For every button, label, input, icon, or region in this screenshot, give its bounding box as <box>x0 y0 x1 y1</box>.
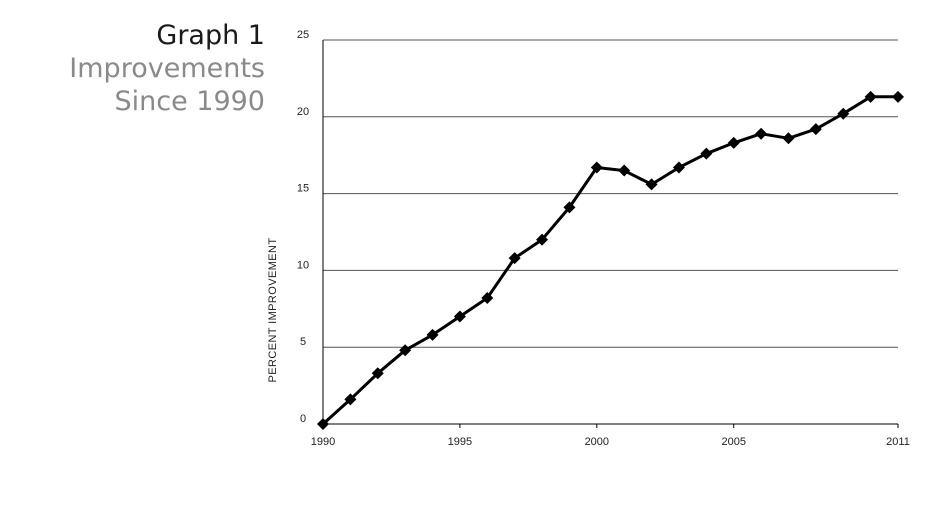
y-tick-label: 0 <box>300 413 306 425</box>
data-point-marker <box>481 292 494 305</box>
data-point-marker <box>700 147 713 160</box>
data-point-marker <box>892 90 904 103</box>
data-point-marker <box>536 233 549 246</box>
chart-subtitle-line-2: Since 1990 <box>114 85 265 117</box>
data-point-marker <box>837 107 850 120</box>
data-point-marker <box>371 367 384 380</box>
data-point-marker <box>426 328 439 341</box>
data-point-marker <box>453 310 466 323</box>
series-line <box>321 95 898 426</box>
data-point-marker <box>563 201 576 214</box>
series-layer <box>317 90 904 430</box>
data-point-marker <box>672 161 685 174</box>
x-tick-label: 2011 <box>886 436 910 448</box>
y-axis-label: PERCENT IMPROVEMENT <box>267 238 279 383</box>
y-tick-label: 10 <box>297 259 309 271</box>
chart-subtitle-line-1: Improvements <box>69 52 265 84</box>
grid-lines <box>323 39 898 348</box>
data-point-marker <box>508 252 521 265</box>
axes <box>322 40 899 428</box>
data-point-marker <box>618 164 631 177</box>
data-point-marker <box>645 178 658 191</box>
x-tick-label: 1995 <box>448 436 472 448</box>
x-tick-label: 2000 <box>585 436 609 448</box>
data-point-marker <box>864 90 877 103</box>
data-point-marker <box>755 127 768 140</box>
data-point-marker <box>399 344 412 357</box>
data-point-marker <box>317 418 329 430</box>
tick-labels: 0 5 10 15 20 25 1990 1995 2000 2005 2011 <box>297 29 910 448</box>
y-tick-label: 5 <box>300 336 306 348</box>
chart-title-block: Graph 1 Improvements Since 1990 <box>69 20 265 119</box>
chart-title: Graph 1 <box>156 20 265 51</box>
y-tick-label: 20 <box>297 106 309 118</box>
y-tick-label: 15 <box>297 183 309 195</box>
data-point-marker <box>782 132 795 145</box>
y-tick-label: 25 <box>297 29 309 41</box>
data-point-marker <box>344 393 357 406</box>
data-point-marker <box>590 161 603 174</box>
x-tick-label: 2005 <box>721 436 745 448</box>
data-point-marker <box>727 136 740 149</box>
data-point-marker <box>809 123 822 136</box>
x-tick-label: 1990 <box>311 436 335 448</box>
